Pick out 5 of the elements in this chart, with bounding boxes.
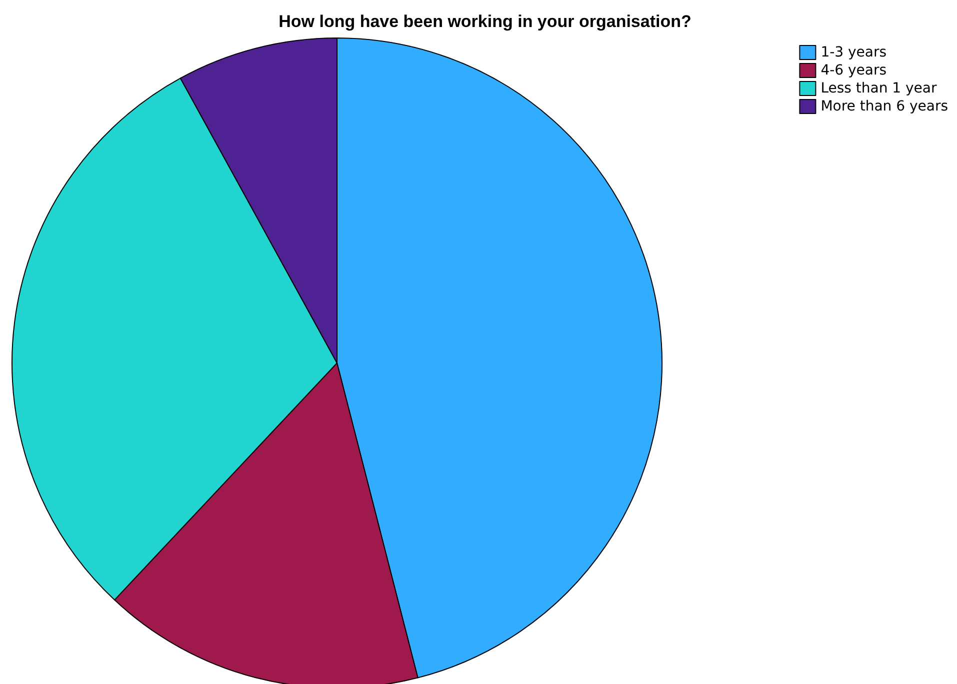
legend-label: Less than 1 year	[820, 80, 937, 96]
legend-label: 4-6 years	[820, 62, 887, 78]
chart-title: How long have been working in your organisation?	[278, 12, 692, 31]
legend-label: 1-3 years	[820, 44, 887, 60]
legend-label: More than 6 years	[820, 98, 948, 114]
